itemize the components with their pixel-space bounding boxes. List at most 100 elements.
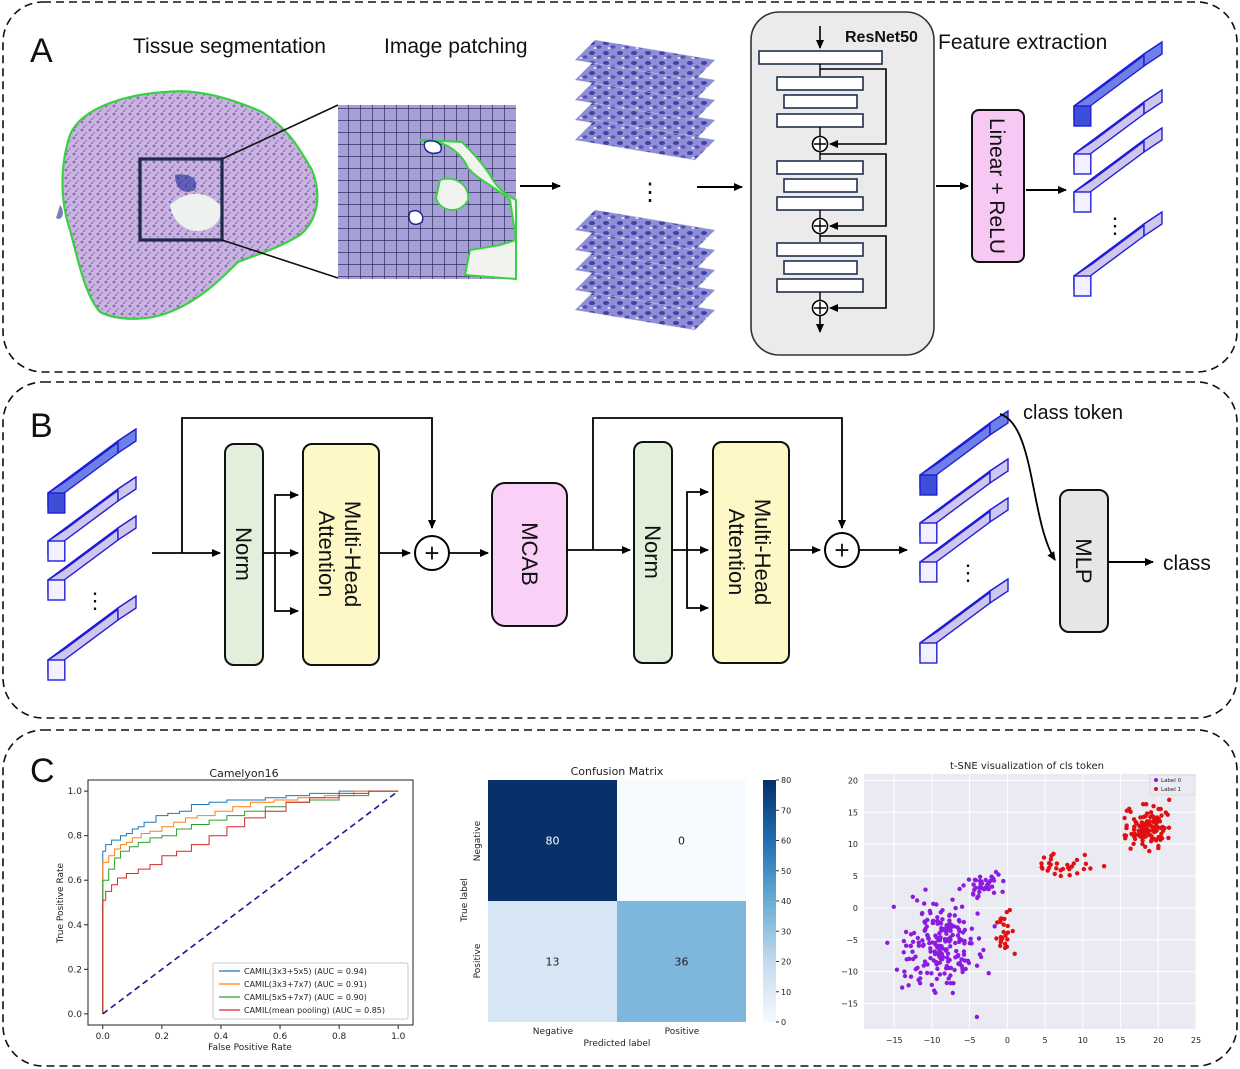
tsne-point <box>932 951 938 957</box>
tsne-point <box>913 967 918 972</box>
tsne-point <box>1131 841 1136 846</box>
tsne-point <box>908 974 914 979</box>
tsne-point <box>993 869 999 875</box>
tsne-point <box>1039 861 1044 866</box>
zoom-box <box>138 157 224 242</box>
tsne-point <box>907 956 912 961</box>
tsne-point <box>955 925 960 930</box>
tsne-point <box>950 932 955 938</box>
tsne-legend-1: Label 1 <box>1161 787 1181 793</box>
tsne-point <box>1082 852 1088 858</box>
colorbar-segment <box>763 997 776 1003</box>
colorbar-segment <box>763 981 776 987</box>
tsne-point <box>968 936 973 941</box>
tsne-point <box>901 950 906 955</box>
colorbar-segment <box>763 856 776 862</box>
tsne-point <box>942 971 947 976</box>
colorbar-segment <box>763 993 776 999</box>
roc-title: Camelyon16 <box>209 767 278 780</box>
patch-stack-bottom <box>574 209 716 331</box>
tsne-point <box>1154 824 1160 829</box>
tsne-point <box>1147 832 1153 838</box>
tsne-xtick-label: 10 <box>1078 1036 1088 1045</box>
tsne-point <box>910 956 916 962</box>
tsne-point <box>1160 824 1165 830</box>
tsne-point <box>1067 873 1072 878</box>
colorbar-segment <box>763 884 776 890</box>
tsne-point <box>965 958 971 963</box>
input-ellipsis: ⋮ <box>84 588 106 613</box>
tsne-point <box>903 929 909 935</box>
colorbar-segment <box>763 1017 776 1023</box>
colorbar-segment <box>763 868 776 874</box>
zoom-line-top <box>221 104 339 160</box>
tsne-point <box>950 990 955 996</box>
token-bar-2 <box>919 496 1009 583</box>
colorbar-segment <box>763 808 776 813</box>
tsne-point <box>1161 828 1166 833</box>
tsne-point <box>931 958 936 963</box>
tsne-point <box>919 911 925 917</box>
mha-label-1a: Multi-Head <box>340 501 365 607</box>
tsne-point <box>956 961 961 966</box>
roc-chart: Camelyon16 0.0 0.2 0.4 0.6 0.8 1.00.00.20.40.… <box>56 767 414 1053</box>
tsne-point <box>998 939 1003 945</box>
tsne-legend-0: Label 0 <box>1161 778 1182 784</box>
tsne-ytick-label: 20 <box>848 776 858 785</box>
roc-ytick-label: 0.2 <box>68 965 82 975</box>
tsne-point <box>977 889 982 895</box>
tsne-point <box>939 926 944 931</box>
token-bar-3 <box>919 577 1009 664</box>
colorbar-segment <box>763 929 776 934</box>
token-bar-1 <box>1073 88 1163 175</box>
tsne-point <box>932 988 937 993</box>
tsne-point <box>1058 868 1063 873</box>
mha-label-2b: Attention <box>724 509 749 596</box>
tsne-point <box>906 983 911 988</box>
tsne-point <box>891 904 896 909</box>
image-patching-label: Image patching <box>384 35 528 58</box>
tsne-xtick-label: 0 <box>1005 1036 1010 1045</box>
tsne-point <box>962 927 968 933</box>
tsne-point <box>922 928 927 933</box>
cm-xcat-1: Positive <box>665 1027 700 1037</box>
tsne-point <box>989 884 995 889</box>
tsne-point <box>1138 829 1144 834</box>
tsne-point <box>962 938 967 944</box>
colorbar-segment <box>763 832 776 838</box>
roc-ytick-label: 0.4 <box>68 921 83 931</box>
tsne-point <box>951 981 956 986</box>
tsne-point <box>916 943 922 948</box>
panel-b: B ⋮ Norm Multi-Head Attention + MCAB Nor… <box>2 381 1238 719</box>
tsne-point <box>1143 844 1148 849</box>
tsne-point <box>1069 864 1075 869</box>
tsne-point <box>1005 923 1010 929</box>
cm-colorbar: 0 10 20 30 40 50 60 70 80 <box>763 776 791 1027</box>
tsne-point <box>902 973 908 979</box>
colorbar-segment <box>763 941 776 946</box>
roc-xtick-label: 0.8 <box>332 1032 347 1042</box>
tsne-point <box>1000 889 1005 894</box>
mlp-label: MLP <box>1071 538 1096 583</box>
tsne-point <box>957 919 962 924</box>
tsne-point <box>1148 810 1154 815</box>
cm-title: Confusion Matrix <box>571 765 664 778</box>
colorbar-segment <box>763 872 776 878</box>
tsne-point <box>1048 857 1054 862</box>
tsne-point <box>940 956 945 962</box>
token-bar-1 <box>47 475 137 562</box>
patch-grid-image <box>338 105 518 281</box>
tsne-point <box>1137 823 1142 829</box>
tsne-point <box>943 948 948 953</box>
tsne-point <box>1163 810 1169 815</box>
tsne-point <box>1128 846 1133 851</box>
tsne-point <box>1083 861 1089 866</box>
colorbar-segment <box>763 1013 776 1019</box>
tsne-point <box>979 881 985 886</box>
output-tokens <box>919 409 1009 664</box>
colorbar-segment <box>763 977 776 983</box>
tsne-point <box>999 916 1004 921</box>
tsne-point <box>927 940 932 946</box>
tsne-point <box>992 924 997 929</box>
tsne-point <box>935 966 940 971</box>
